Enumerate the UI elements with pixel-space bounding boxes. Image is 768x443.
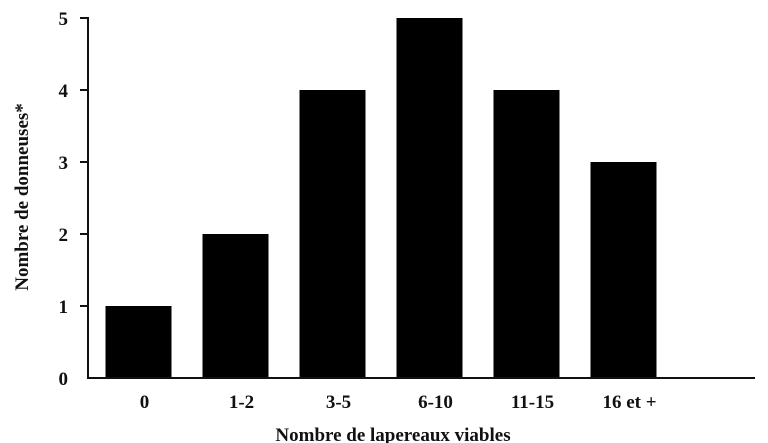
x-tick-label: 11-15	[511, 392, 554, 413]
bar	[590, 162, 657, 378]
y-tick-label: 2	[59, 225, 69, 246]
y-tick-label: 3	[59, 153, 69, 174]
x-tick-label: 3-5	[326, 392, 351, 413]
bar	[299, 90, 366, 378]
bars	[105, 18, 657, 378]
x-tick-label: 0	[140, 392, 150, 413]
x-tick-label: 6-10	[418, 392, 453, 413]
y-tick-label: 4	[59, 81, 69, 102]
y-axis-ticks: 0 1 2 3 4 5	[59, 9, 88, 390]
x-axis-title: Nombre de lapereaux viables	[275, 425, 510, 443]
y-tick-label: 0	[59, 369, 69, 390]
y-axis-title: Nombre de donneuses*	[12, 103, 33, 291]
x-tick-label: 16 et +	[602, 392, 656, 413]
y-tick-label: 1	[59, 297, 69, 318]
bar	[493, 90, 560, 378]
bar	[105, 306, 172, 378]
bar	[202, 234, 269, 378]
y-tick-label: 5	[59, 9, 69, 30]
bar	[396, 18, 463, 378]
x-tick-label: 1-2	[229, 392, 254, 413]
x-axis-tick-labels: 0 1-2 3-5 6-10 11-15 16 et +	[140, 392, 657, 413]
